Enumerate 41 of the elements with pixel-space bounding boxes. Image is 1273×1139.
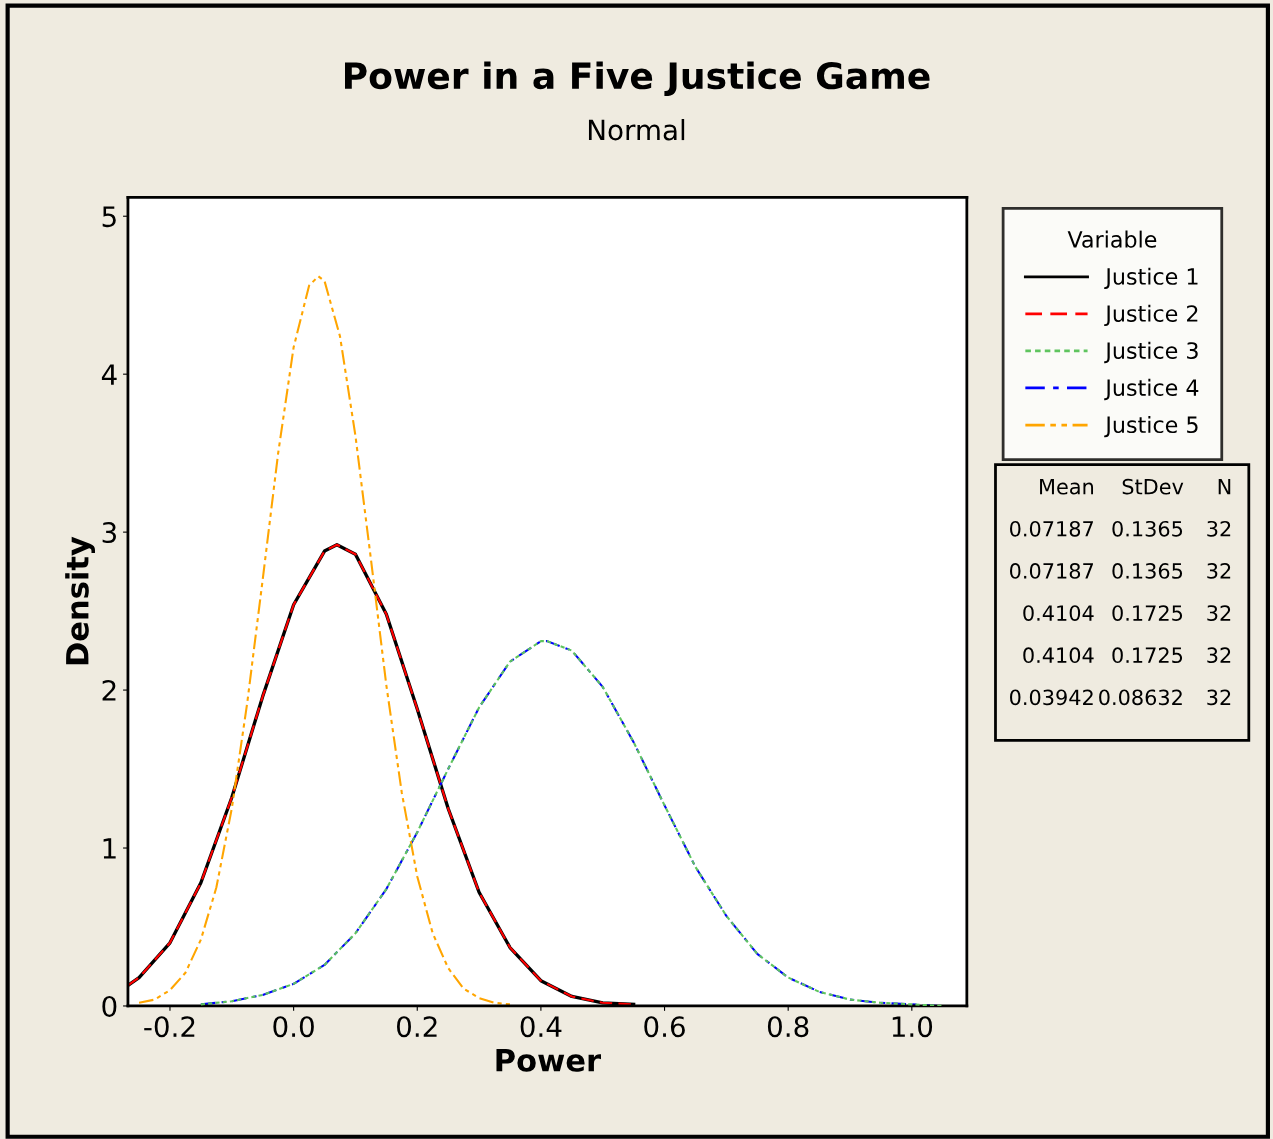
text: 0.1725 [1112,605,1183,621]
text: 0.1725 [1112,647,1183,664]
text: 32 [1207,605,1231,621]
legend-label: Justice 4 [1104,378,1199,401]
legend-label: Justice 3 [1104,341,1198,364]
y-tick-label: 1 [103,838,116,859]
x-tick-label: 0.4 [520,1016,562,1038]
x-tick-label: 0.8 [767,1016,809,1038]
x-axis-title: Power [496,1049,601,1072]
y-tick-label: 0 [102,995,117,1017]
x-tick-label: -0.2 [144,1016,195,1038]
y-tick-label: 4 [101,364,117,385]
text: 0.07187 [1010,520,1093,537]
text: 0.07187 [1010,563,1093,579]
text: 0.03942 [1010,689,1093,706]
text: 32 [1207,520,1231,537]
text: 0.08632 [1099,689,1182,706]
legend-label: Justice 5 [1104,415,1198,438]
chart-subtitle: Normal [588,118,685,141]
text: 32 [1207,563,1231,579]
x-tick-label: 0.2 [397,1016,437,1038]
text: N [1218,479,1231,495]
y-tick-label: 2 [102,680,116,701]
x-tick-label: 0.6 [644,1016,685,1038]
text: 0.1365 [1112,520,1183,537]
x-tick-label: 1.0 [892,1016,933,1038]
y-axis-title: Density [65,536,95,665]
chart-title: Power in a Five Justice Game [345,61,930,97]
text: Mean [1040,479,1094,495]
text: 32 [1207,689,1231,706]
text: 0.1365 [1112,563,1183,579]
text: 0.4104 [1023,647,1094,664]
legend-label: Justice 1 [1104,267,1198,289]
y-tick-label: 5 [102,206,116,228]
x-tick-label: 0.0 [273,1016,314,1038]
text: 0.4104 [1023,605,1094,621]
text: 32 [1207,647,1231,664]
y-tick-label: 3 [102,522,116,544]
text: StDev [1122,478,1184,495]
legend-title: Variable [1067,230,1157,248]
legend-label: Justice 2 [1104,304,1198,327]
